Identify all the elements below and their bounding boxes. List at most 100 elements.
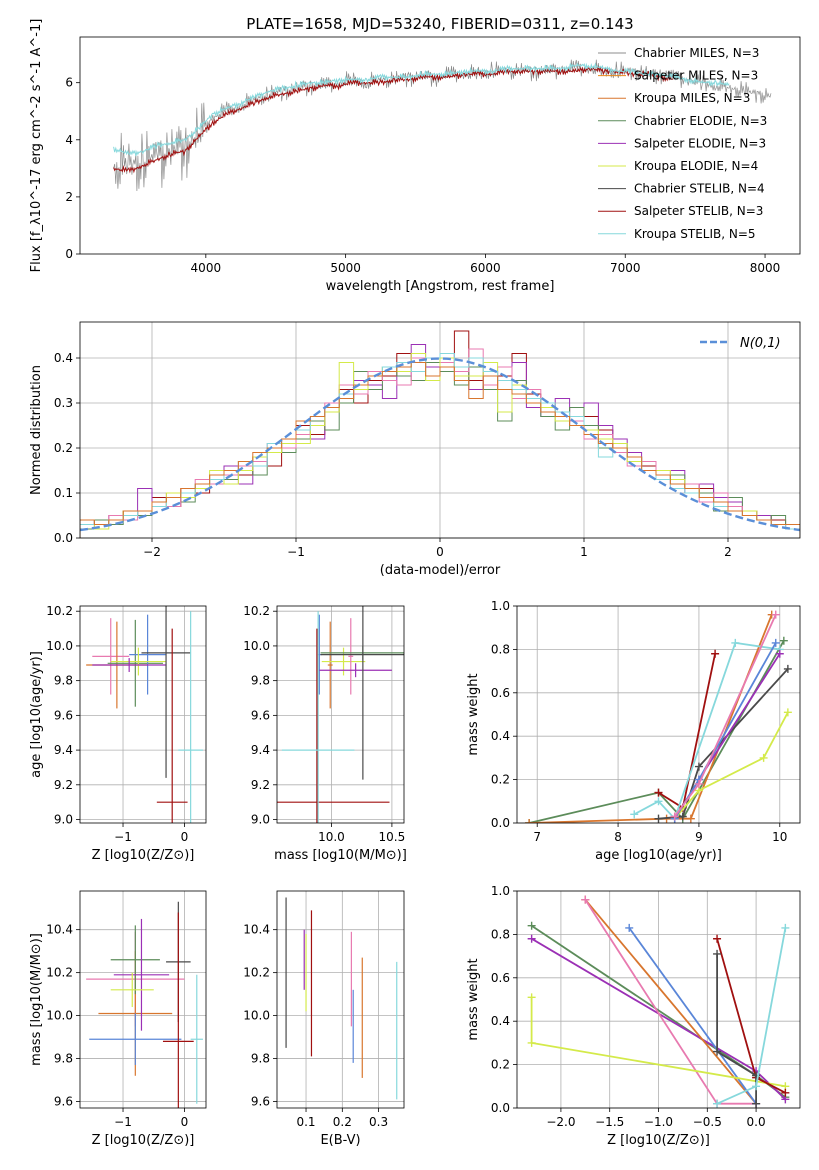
legend-label: Chabrier STELIB, N=4: [634, 182, 765, 196]
legend-label: Chabrier MILES, N=3: [634, 46, 759, 60]
y-tick-label: 2: [65, 190, 73, 204]
y-tick-label: 0.0: [54, 531, 73, 545]
y-tick-label: 9.6: [251, 708, 270, 722]
data-point-marker: [525, 819, 534, 823]
legend-label: Salpeter ELODIE, N=3: [634, 136, 766, 150]
y-tick-label: 9.8: [54, 674, 73, 688]
axes-frame: [276, 890, 405, 1109]
x-tick-label: −0.5: [693, 1115, 722, 1129]
y-tick-label: 4: [65, 133, 73, 147]
x-tick-label: 10.0: [318, 830, 345, 844]
y-tick-label: 0.1: [54, 486, 73, 500]
data-point-marker: [713, 1099, 722, 1108]
y-tick-label: 0.4: [54, 351, 73, 365]
x-tick-label: 10.5: [379, 830, 406, 844]
y-tick-label: 10.0: [46, 1009, 73, 1023]
x-tick-label: 2: [724, 545, 732, 559]
x-axis-label: mass [log10(M/M⊙)]: [274, 848, 407, 863]
data-point-marker: [779, 636, 788, 645]
y-tick-label: 10.2: [46, 604, 73, 618]
data-point-marker: [713, 1047, 722, 1056]
data-point-marker: [752, 1082, 761, 1091]
y-tick-label: 6: [65, 76, 73, 90]
data-point-marker: [581, 895, 590, 904]
errorbar-group: [86, 901, 203, 1108]
x-axis-label: (data-model)/error: [380, 563, 501, 578]
data-point-marker: [783, 708, 792, 717]
data-point-marker: [711, 649, 720, 658]
axes-frame: [79, 890, 207, 1109]
x-tick-label: 10: [772, 830, 787, 844]
y-axis-label: age [log10(age/yr)]: [29, 651, 44, 778]
x-tick-label: 0.3: [369, 1115, 388, 1129]
errorbar-group: [86, 606, 203, 823]
y-tick-label: 9.0: [251, 813, 270, 827]
y-tick-label: 9.8: [54, 1052, 73, 1066]
data-point-marker: [527, 993, 536, 1002]
y-tick-label: 0.0: [491, 816, 510, 830]
legend-label: N(0,1): [740, 336, 781, 351]
legend-label: Kroupa ELODIE, N=4: [634, 159, 758, 173]
x-axis-label: age [log10(age/yr)]: [595, 848, 722, 863]
spectrum-lines: [113, 59, 772, 192]
axes-frame: [276, 605, 405, 824]
data-point-marker: [783, 664, 792, 673]
data-point-marker: [686, 814, 695, 823]
data-point-marker: [654, 797, 663, 806]
data-point-marker: [630, 810, 639, 819]
y-tick-label: 9.2: [251, 778, 270, 792]
data-point-marker: [781, 1088, 790, 1097]
y-tick-label: 0.0: [491, 1101, 510, 1115]
axes-frame: [79, 36, 801, 255]
y-axis-label: mass weight: [466, 673, 481, 755]
data-point-marker: [713, 949, 722, 958]
y-tick-label: 10.2: [46, 966, 73, 980]
data-point-marker: [713, 934, 722, 943]
data-point-marker: [694, 762, 703, 771]
spectrum-series: [113, 62, 730, 157]
mass-weight-series: [529, 614, 773, 823]
y-tick-label: 0.2: [54, 441, 73, 455]
x-tick-label: 7: [533, 830, 541, 844]
x-tick-label: −1: [287, 545, 305, 559]
x-tick-label: 4000: [191, 261, 222, 275]
mass-weight-series: [658, 668, 789, 820]
errorbar-group: [285, 897, 398, 1100]
x-tick-label: 8: [614, 830, 622, 844]
legend-label: Salpeter STELIB, N=3: [634, 204, 763, 218]
normal-curve: [80, 357, 800, 532]
y-tick-label: 10.0: [243, 639, 270, 653]
legend: [598, 52, 626, 235]
legend-label: Kroupa STELIB, N=5: [634, 227, 756, 241]
y-tick-label: 0.4: [491, 729, 510, 743]
y-axis-label: mass weight: [466, 958, 481, 1040]
x-axis-label: Z [log10(Z/Z⊙)]: [607, 1133, 710, 1148]
x-tick-label: −1.0: [644, 1115, 673, 1129]
y-tick-label: 9.0: [54, 813, 73, 827]
data-point-marker: [678, 812, 687, 821]
axes-frame: [79, 605, 207, 824]
data-point-marker: [731, 638, 740, 647]
y-tick-label: 0.2: [491, 1058, 510, 1072]
data-point-marker: [775, 649, 784, 658]
mass-weight-series: [716, 927, 787, 1105]
y-tick-label: 10.0: [46, 639, 73, 653]
x-tick-label: 0: [181, 830, 189, 844]
y-tick-label: 1.0: [491, 599, 510, 613]
x-axis-label: Z [log10(Z/Z⊙)]: [92, 848, 195, 863]
y-tick-label: 0.3: [54, 396, 73, 410]
data-point-marker: [654, 788, 663, 797]
spectrum-series: [113, 65, 674, 174]
x-tick-label: 6000: [470, 261, 501, 275]
data-point-marker: [781, 923, 790, 932]
data-point-marker: [625, 923, 634, 932]
y-tick-label: 9.8: [251, 674, 270, 688]
data-point-marker: [759, 753, 768, 762]
y-tick-label: 10.2: [243, 966, 270, 980]
y-tick-label: 9.4: [54, 743, 73, 757]
legend-label: Kroupa MILES, N=3: [634, 91, 750, 105]
line-group: [527, 895, 790, 1108]
x-tick-label: 0.2: [333, 1115, 352, 1129]
mass-weight-series: [528, 640, 785, 823]
